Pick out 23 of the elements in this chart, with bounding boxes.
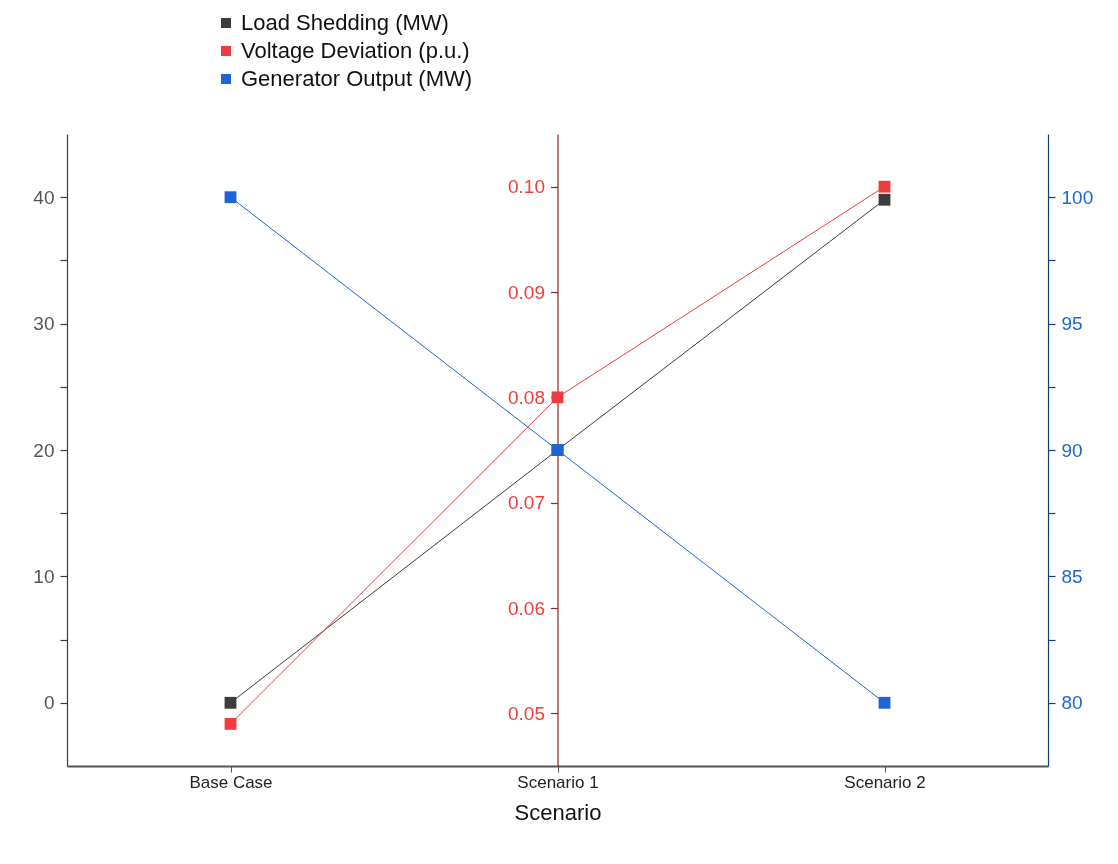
y-tick-label: 10	[33, 565, 55, 587]
legend-label: Voltage Deviation (p.u.)	[241, 38, 470, 63]
y2-tick-label: 0.08	[508, 386, 545, 408]
y3-tick-label: 90	[1061, 439, 1083, 461]
y2-tick-label: 0.07	[508, 492, 545, 514]
y-tick-label: 40	[33, 186, 55, 208]
y2-tick-label: 0.10	[508, 176, 545, 198]
y2-tick-label: 0.06	[508, 597, 545, 619]
y3-tick-label: 85	[1061, 565, 1083, 587]
y2-tick-label: 0.05	[508, 702, 545, 724]
y-tick-label: 0	[43, 692, 55, 714]
y-tick-label: 20	[33, 439, 55, 461]
y3-tick-label: 95	[1061, 313, 1083, 335]
x-tick-label: Scenario 1	[517, 772, 599, 792]
x-tick-label: Scenario 2	[844, 772, 926, 792]
y3-tick-label: 100	[1061, 186, 1094, 208]
x-axis-title: Scenario	[514, 799, 602, 825]
legend-label: Load Shedding (MW)	[241, 10, 449, 35]
x-tick-label: Base Case	[189, 772, 273, 792]
y2-tick-label: 0.09	[508, 281, 545, 303]
y-tick-label: 30	[33, 313, 55, 335]
y3-tick-label: 80	[1061, 692, 1083, 714]
legend-label: Generator Output (MW)	[241, 66, 473, 91]
